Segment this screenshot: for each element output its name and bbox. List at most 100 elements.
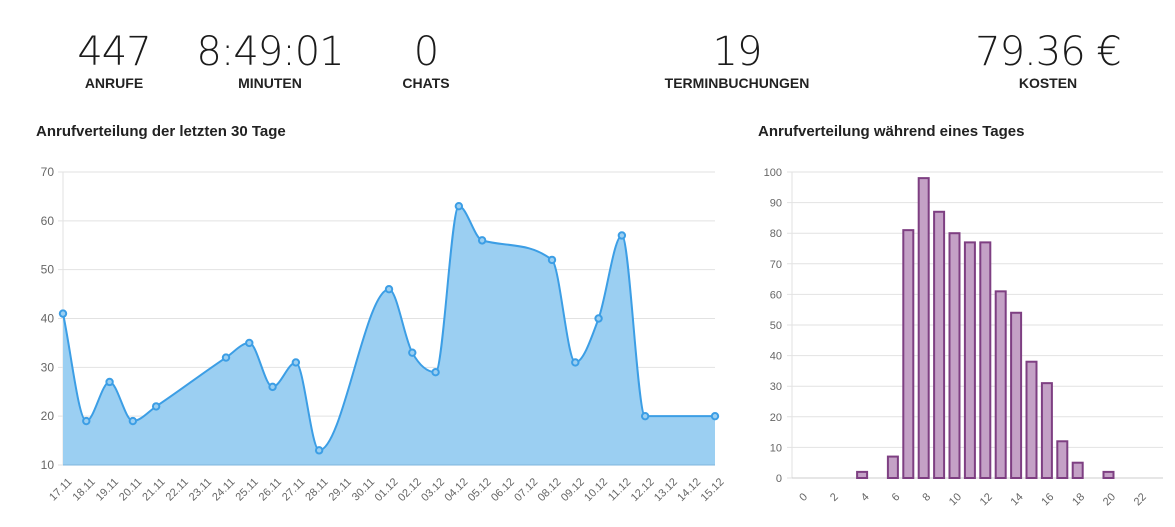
kpi-value: 0	[413, 29, 439, 75]
x-tick-label: 14	[1009, 491, 1026, 508]
y-tick-label: 100	[764, 167, 782, 179]
kpi-label: CHATS	[402, 75, 450, 91]
kpi-value: 19	[712, 29, 763, 75]
line-chart-calls-30-days: 1020304050607017.1118.1119.1120.1121.112…	[41, 165, 727, 504]
x-tick-label: 03.12	[419, 476, 447, 504]
y-tick-label: 50	[770, 320, 782, 332]
data-point[interactable]	[105, 377, 114, 387]
x-tick-label: 18.11	[70, 476, 97, 503]
bar[interactable]	[994, 290, 1007, 479]
x-tick-label: 08.12	[536, 476, 564, 504]
y-tick-label: 50	[41, 263, 55, 277]
data-point[interactable]	[640, 411, 650, 421]
data-point[interactable]	[617, 231, 627, 240]
bars	[856, 177, 1115, 480]
kpi-label: ANRUFE	[84, 75, 144, 91]
x-tick-label: 05.12	[466, 476, 494, 504]
data-point[interactable]	[58, 309, 68, 318]
bar[interactable]	[1010, 311, 1023, 480]
x-tick-label: 20	[1101, 491, 1118, 508]
kpi-value: 79.36 €	[975, 29, 1122, 75]
x-tick-label: 8	[920, 491, 933, 504]
y-tick-label: 60	[41, 214, 55, 228]
kpi-value: 447	[77, 29, 151, 75]
bar[interactable]	[1056, 440, 1069, 479]
x-tick-label: 01.12	[373, 476, 401, 504]
y-tick-label: 40	[41, 312, 55, 326]
x-tick-label: 22.11	[164, 476, 191, 503]
bar[interactable]	[948, 232, 961, 479]
x-tick-label: 16	[1039, 491, 1056, 508]
x-tick-label: 26.11	[257, 476, 284, 503]
data-point[interactable]	[245, 338, 254, 348]
data-point[interactable]	[291, 358, 301, 367]
x-tick-label: 04.12	[442, 476, 470, 504]
kpi-costs: 79.36 € KOSTEN	[975, 28, 1122, 91]
y-tick-label: 70	[770, 259, 782, 271]
x-tick-label: 12	[978, 491, 995, 508]
x-tick-label: 07.12	[512, 476, 540, 504]
bar[interactable]	[886, 455, 899, 479]
kpi-appointments: 19 TERMINBUCHUNGEN	[665, 28, 810, 91]
data-point[interactable]	[221, 353, 231, 362]
x-tick-label: 09.12	[559, 476, 587, 504]
data-point[interactable]	[128, 416, 138, 426]
y-tick-label: 30	[41, 360, 55, 374]
data-point[interactable]	[408, 348, 417, 357]
x-tick-labels: 0 2 4 6 8 10 12 14 16 18 20 22	[797, 491, 1149, 508]
x-tick-label: 18	[1070, 491, 1087, 508]
x-tick-label: 23.11	[187, 476, 214, 503]
data-point[interactable]	[454, 201, 464, 211]
kpi-row: 447 ANRUFE 8:49:01 MINUTEN 0 CHATS 19 TE…	[0, 0, 1175, 110]
bar[interactable]	[902, 229, 915, 479]
x-tick-label: 20.11	[117, 476, 144, 503]
bar[interactable]	[917, 177, 930, 479]
x-tick-label: 14.12	[675, 476, 703, 504]
data-point[interactable]	[151, 402, 161, 411]
x-tick-label: 17.11	[47, 476, 74, 503]
kpi-value: 8:49:01	[196, 29, 344, 75]
kpi-label: TERMINBUCHUNGEN	[664, 75, 810, 91]
data-point[interactable]	[710, 411, 720, 421]
bar[interactable]	[963, 241, 976, 479]
y-tick-label: 20	[41, 409, 55, 423]
data-point[interactable]	[594, 314, 603, 323]
data-point[interactable]	[477, 236, 487, 245]
kpi-label: KOSTEN	[1018, 75, 1078, 91]
bar[interactable]	[1102, 470, 1115, 480]
line-chart-title: Anrufverteilung der letzten 30 Tage	[36, 123, 286, 140]
x-tick-label: 2	[828, 491, 841, 504]
y-tick-label: 0	[776, 473, 782, 485]
x-tick-label: 02.12	[396, 476, 424, 504]
y-tick-label: 30	[770, 381, 782, 393]
bar[interactable]	[1071, 461, 1084, 480]
x-tick-label: 12.12	[629, 476, 657, 504]
data-point[interactable]	[384, 285, 394, 294]
bar[interactable]	[933, 210, 946, 479]
kpi-label: MINUTEN	[238, 75, 302, 91]
area-fill	[63, 206, 715, 465]
y-tick-label: 90	[770, 198, 782, 210]
bar[interactable]	[856, 470, 869, 480]
x-tick-label: 21.11	[140, 476, 167, 503]
x-tick-label: 19.11	[94, 476, 121, 503]
x-tick-label: 10	[947, 491, 964, 508]
x-tick-label: 24.11	[210, 476, 237, 503]
bar-chart-title: Anrufverteilung während eines Tages	[758, 123, 1025, 140]
data-point[interactable]	[314, 446, 324, 455]
y-tick-label: 40	[770, 351, 782, 363]
x-tick-label: 06.12	[489, 476, 517, 504]
x-tick-labels: 17.1118.1119.1120.1121.1122.1123.1124.11…	[47, 476, 726, 504]
data-point[interactable]	[571, 358, 580, 367]
x-tick-label: 15.12	[699, 476, 727, 504]
data-point[interactable]	[268, 382, 277, 392]
bar[interactable]	[1025, 360, 1038, 479]
data-point[interactable]	[82, 416, 91, 426]
bar[interactable]	[979, 241, 992, 479]
y-tick-label: 80	[770, 228, 782, 240]
data-point[interactable]	[547, 255, 557, 265]
x-tick-label: 13.12	[652, 476, 680, 504]
data-point[interactable]	[431, 368, 440, 377]
bar[interactable]	[1040, 382, 1053, 480]
y-tick-label: 20	[770, 412, 782, 424]
